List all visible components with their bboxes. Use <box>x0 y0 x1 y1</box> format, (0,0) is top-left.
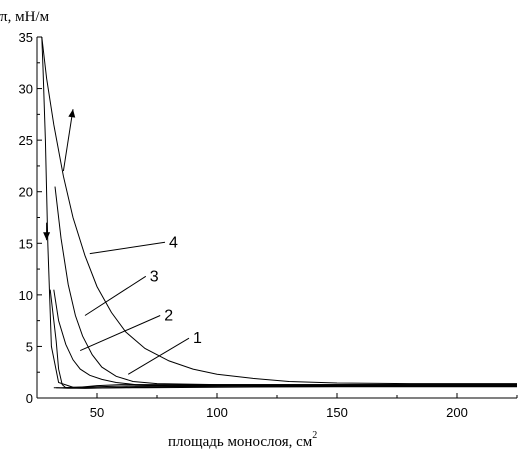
isotherm-curve-2 <box>53 289 517 387</box>
isotherm-return-3 <box>68 385 517 389</box>
plot-area: 1 2 34 <box>41 36 518 389</box>
y-tick-label: 25 <box>19 133 33 148</box>
arrowhead-down <box>43 232 51 241</box>
isotherm-curve-3 <box>54 186 517 386</box>
isotherm-curve-4 <box>41 36 517 385</box>
x-axis-title-superscript: 2 <box>312 430 317 441</box>
curve-leader-3 <box>84 275 147 316</box>
y-tick-label: 30 <box>19 82 33 97</box>
y-tick-label: 35 <box>19 30 33 45</box>
curve-label-1: 1 <box>193 330 202 347</box>
isotherm-return-4 <box>41 36 517 389</box>
y-tick-label: 10 <box>19 288 33 303</box>
y-tick-label: 5 <box>26 339 33 354</box>
curve-label-2: 2 <box>164 307 173 324</box>
y-tick-label: 15 <box>19 236 33 251</box>
x-tick-label: 200 <box>446 405 468 420</box>
curve-leader-2 <box>79 315 161 352</box>
y-axis-title: π, мН/м <box>0 9 50 25</box>
x-tick-label: 50 <box>90 405 104 420</box>
curve-label-3: 3 <box>150 268 159 285</box>
x-axis-title-text: площадь монослоя, см <box>168 434 313 450</box>
isotherm-curve-1 <box>49 289 517 389</box>
curve-label-4: 4 <box>169 234 178 251</box>
curve-leader-4 <box>89 241 166 255</box>
x-tick-label: 100 <box>206 405 228 420</box>
x-axis-title: площадь монослоя, см2 <box>168 430 317 450</box>
arrowhead-up <box>68 109 76 118</box>
direction-arrow-up <box>62 109 74 172</box>
x-tick-label: 150 <box>326 405 348 420</box>
y-tick-label: 20 <box>19 185 33 200</box>
y-tick-label: 0 <box>26 391 33 406</box>
axes: 0 5 10 15 20 25 30 35 50 100 150 200 <box>19 30 518 420</box>
curve-leader-1 <box>127 337 190 375</box>
